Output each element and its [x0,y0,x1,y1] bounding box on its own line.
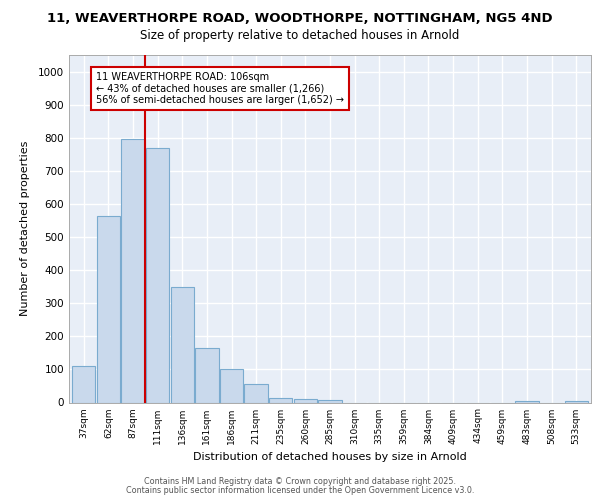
Bar [195,348,218,403]
Text: Contains public sector information licensed under the Open Government Licence v3: Contains public sector information licen… [126,486,474,495]
Bar [319,400,341,402]
Bar [565,401,588,402]
Bar [293,399,317,402]
Text: 11 WEAVERTHORPE ROAD: 106sqm
← 43% of detached houses are smaller (1,266)
56% of: 11 WEAVERTHORPE ROAD: 106sqm ← 43% of de… [96,72,344,104]
Text: 11, WEAVERTHORPE ROAD, WOODTHORPE, NOTTINGHAM, NG5 4ND: 11, WEAVERTHORPE ROAD, WOODTHORPE, NOTTI… [47,12,553,26]
Bar [244,384,268,402]
Text: Contains HM Land Registry data © Crown copyright and database right 2025.: Contains HM Land Registry data © Crown c… [144,477,456,486]
Bar [121,140,145,402]
Bar [515,401,539,402]
X-axis label: Distribution of detached houses by size in Arnold: Distribution of detached houses by size … [193,452,467,462]
Bar [72,366,95,403]
Text: Size of property relative to detached houses in Arnold: Size of property relative to detached ho… [140,29,460,42]
Bar [170,286,194,403]
Bar [220,370,243,402]
Bar [97,216,120,402]
Y-axis label: Number of detached properties: Number of detached properties [20,141,29,316]
Bar [269,398,292,402]
Bar [146,148,169,402]
